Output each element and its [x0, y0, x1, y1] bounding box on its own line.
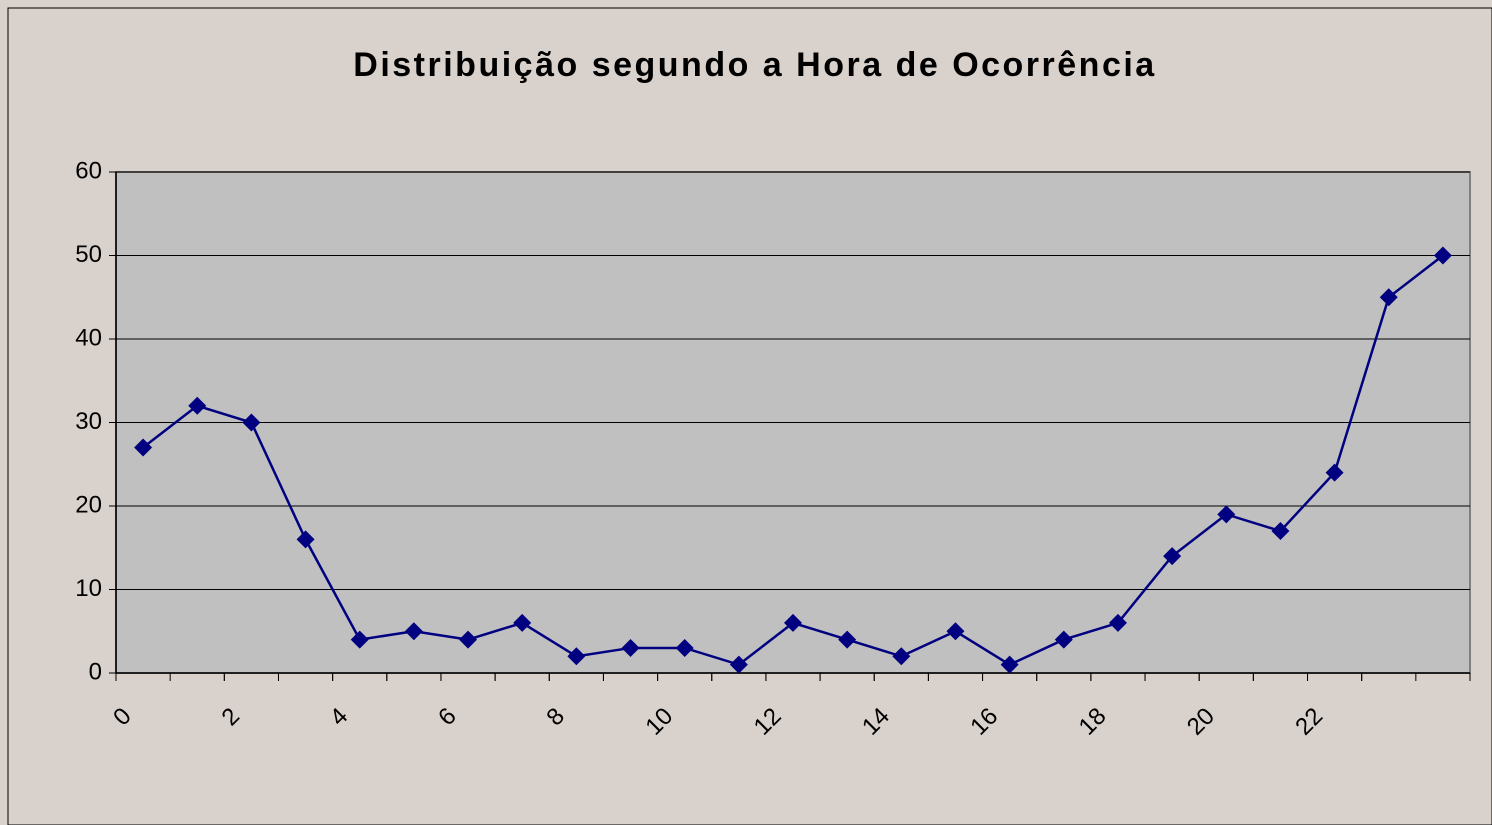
- marker: [838, 630, 857, 649]
- marker: [675, 638, 694, 657]
- marker: [946, 622, 965, 641]
- marker: [1325, 463, 1344, 482]
- marker: [242, 413, 261, 432]
- marker: [1108, 613, 1127, 632]
- marker: [567, 647, 586, 666]
- y-tick-label: 40: [75, 324, 102, 351]
- marker: [513, 613, 532, 632]
- y-tick-label: 30: [75, 408, 102, 435]
- marker: [1000, 655, 1019, 674]
- marker: [134, 438, 153, 457]
- marker: [404, 622, 423, 641]
- marker: [1217, 505, 1236, 524]
- y-tick-label: 10: [75, 575, 102, 602]
- y-tick-label: 0: [89, 658, 102, 685]
- marker: [784, 613, 802, 632]
- marker: [188, 396, 207, 415]
- marker: [1433, 246, 1452, 265]
- marker: [296, 530, 315, 549]
- y-tick-label: 60: [75, 157, 102, 184]
- marker: [621, 638, 640, 657]
- chart-title: Distribuição segundo a Hora de Ocorrênci…: [353, 46, 1156, 84]
- y-tick-label: 20: [75, 491, 102, 518]
- marker: [459, 630, 478, 649]
- marker: [1163, 547, 1182, 566]
- marker: [729, 655, 748, 674]
- y-tick-label: 50: [75, 241, 102, 268]
- marker: [1379, 288, 1398, 307]
- marker: [1271, 522, 1290, 541]
- marker: [1054, 630, 1073, 649]
- marker: [350, 630, 369, 649]
- marker: [892, 647, 911, 666]
